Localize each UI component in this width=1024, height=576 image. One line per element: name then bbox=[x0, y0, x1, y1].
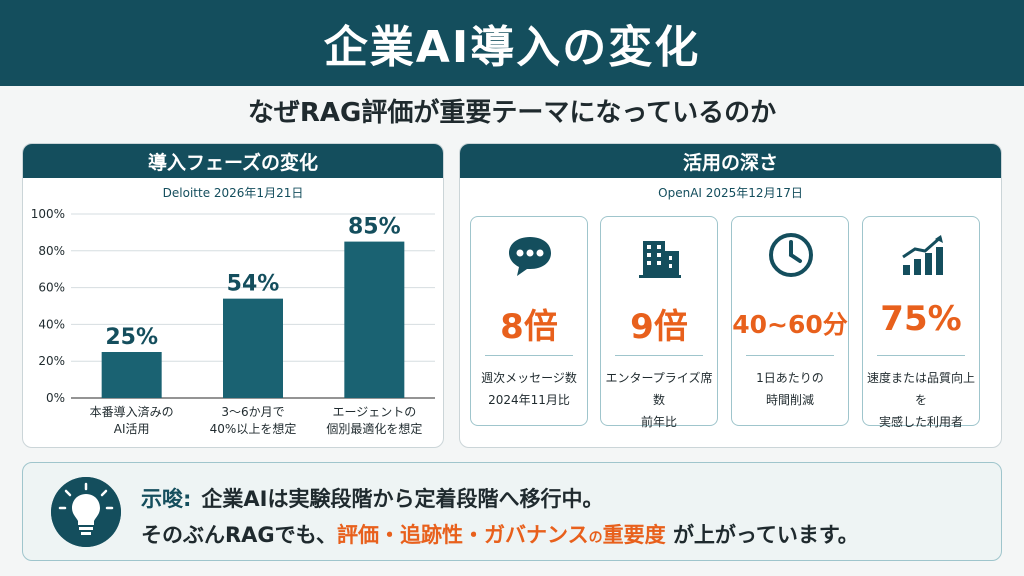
stat-divider bbox=[746, 355, 834, 356]
x-category-label: 40%以上を想定 bbox=[210, 421, 297, 436]
x-category-label: 3〜6か月で bbox=[221, 405, 284, 419]
y-tick-label: 0% bbox=[46, 391, 65, 405]
chat-bubble-icon bbox=[509, 237, 551, 276]
bar-value-label: 25% bbox=[105, 325, 158, 350]
stat-label-quality: 速度または品質向上を 実感した利用者 bbox=[867, 371, 976, 429]
implication-prefix: そのぶんRAGでも、 bbox=[141, 523, 338, 547]
clock-icon bbox=[769, 233, 813, 277]
stat-value-time: 40~60分 bbox=[732, 310, 848, 339]
stat-divider bbox=[877, 355, 965, 356]
y-tick-label: 100% bbox=[31, 207, 65, 221]
bar-value-label: 85% bbox=[348, 215, 401, 240]
stat-label-seats: エンタープライズ席数 前年比 bbox=[605, 371, 713, 429]
y-tick-label: 20% bbox=[38, 354, 65, 368]
stat-value-messages: 8倍 bbox=[500, 307, 558, 347]
stat-divider bbox=[485, 355, 573, 356]
y-tick-label: 80% bbox=[38, 244, 65, 258]
x-category-label: AI活用 bbox=[114, 422, 150, 436]
usage-depth-source: OpenAI 2025年12月17日 bbox=[658, 186, 803, 200]
implication-highlight-2: 重要度 bbox=[602, 523, 666, 547]
stat-value-quality: 75% bbox=[880, 299, 962, 339]
lightbulb-icon bbox=[51, 477, 121, 547]
x-category-label: 個別最適化を想定 bbox=[326, 421, 422, 436]
adoption-phase-title: 導入フェーズの変化 bbox=[23, 144, 443, 178]
stat-value-seats: 9倍 bbox=[630, 307, 688, 347]
building-icon bbox=[639, 241, 681, 278]
growth-chart-icon bbox=[902, 235, 943, 275]
page-title: 企業AI導入の変化 bbox=[0, 0, 1024, 86]
x-category-label: 本番導入済みの bbox=[90, 404, 174, 419]
stat-label-messages: 週次メッセージ数 2024年11月比 bbox=[481, 371, 577, 407]
bar bbox=[344, 241, 405, 398]
y-tick-label: 40% bbox=[38, 317, 65, 331]
implication-line-1: 示唆: 企業AIは実験段階から定着段階へ移行中。 bbox=[141, 483, 603, 513]
implication-box: 示唆: 企業AIは実験段階から定着段階へ移行中。 そのぶんRAGでも、評価・追跡性… bbox=[22, 462, 1002, 561]
page-subtitle: なぜRAG評価が重要テーマになっているのか bbox=[247, 98, 777, 128]
usage-depth-panel: 活用の深さ OpenAI 2025年12月17日 8倍 週次メッセージ数 202… bbox=[459, 143, 1002, 448]
stat-card-quality: 75% 速度または品質向上を 実感した利用者 bbox=[862, 216, 980, 429]
x-category-label: エージェントの bbox=[332, 405, 416, 419]
bar bbox=[223, 298, 283, 398]
implication-tag: 示唆: bbox=[141, 487, 192, 511]
implication-text-1: 企業AIは実験段階から定着段階へ移行中。 bbox=[201, 487, 604, 511]
usage-depth-title: 活用の深さ bbox=[460, 144, 1001, 178]
adoption-bar-chart: 0% 20% 40% 60% 80% 100% 25% 本番導入済みの AI活用 54% 3〜6か月… bbox=[31, 207, 435, 436]
implication-line-2: そのぶんRAGでも、評価・追跡性・ガバナンスの重要度 が上がっています。 bbox=[141, 519, 859, 549]
implication-highlight: 評価・追跡性・ガバナンス bbox=[337, 523, 589, 547]
stat-divider bbox=[615, 355, 703, 356]
stat-label-time: 1日あたりの 時間削減 bbox=[756, 371, 824, 407]
implication-particle: の bbox=[588, 530, 603, 546]
adoption-phase-panel: 導入フェーズの変化 Deloitte 2026年1月21日 0% 20% 40% 60… bbox=[22, 143, 444, 448]
stat-card-seats: 9倍 エンタープライズ席数 前年比 bbox=[600, 216, 718, 429]
bar-value-label: 54% bbox=[227, 272, 280, 297]
y-tick-label: 60% bbox=[38, 281, 65, 295]
stat-card-messages: 8倍 週次メッセージ数 2024年11月比 bbox=[470, 216, 588, 426]
stat-card-time: 40~60分 1日あたりの 時間削減 bbox=[731, 216, 849, 426]
adoption-phase-source: Deloitte 2026年1月21日 bbox=[162, 186, 304, 200]
bar bbox=[101, 352, 162, 398]
implication-suffix: が上がっています。 bbox=[672, 523, 859, 547]
